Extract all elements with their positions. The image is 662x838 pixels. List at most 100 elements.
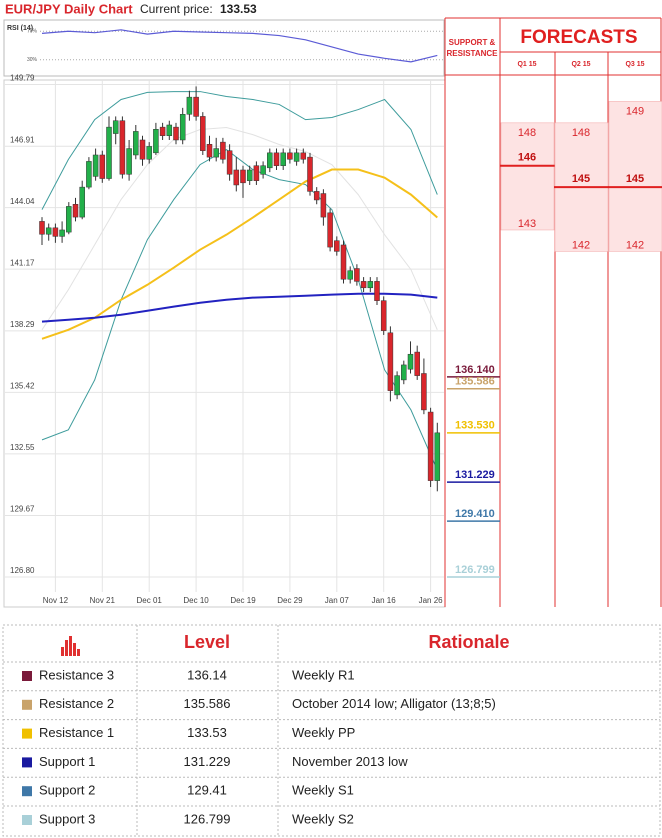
candle-body	[52, 227, 59, 237]
overlay-line	[41, 91, 438, 210]
candle-body	[79, 186, 85, 218]
level-label: 129.410	[455, 508, 495, 520]
rsi-frame	[3, 19, 445, 77]
level-name: Resistance 1	[39, 725, 114, 740]
forecast-quarter: Q2 15	[571, 61, 590, 68]
level-label: 136.140	[455, 364, 495, 376]
level-rationale: Weekly R1	[292, 667, 355, 682]
y-tick-label: 141.17	[10, 258, 35, 267]
level-label: 126.799	[455, 564, 495, 576]
candle-body	[166, 124, 173, 136]
candle-body	[293, 152, 300, 162]
candle-body	[173, 126, 179, 141]
level-swatch	[22, 671, 32, 681]
x-tick-label: Jan 26	[419, 596, 444, 605]
forecast-quarter: Q3 15	[625, 61, 644, 68]
overlay-line	[41, 149, 438, 471]
candle-body	[119, 120, 126, 175]
forecast-low: 142	[626, 239, 644, 251]
level-label: 133.530	[455, 420, 495, 432]
overlay-line	[41, 292, 438, 323]
candle-body	[240, 169, 246, 184]
candle-body	[300, 152, 307, 160]
y-tick-label: 144.04	[10, 197, 35, 206]
level-label: 135.586	[455, 376, 495, 388]
candle-body	[280, 152, 286, 166]
candle-body	[347, 270, 353, 280]
table-header: Level	[184, 632, 230, 652]
level-swatch	[22, 699, 32, 710]
table-icon	[61, 636, 80, 656]
rsi-tick-label: 30%	[27, 57, 38, 63]
x-tick-label: Nov 21	[90, 596, 116, 605]
y-tick-label: 138.29	[10, 320, 35, 329]
candle-body	[327, 212, 333, 248]
level-name: Resistance 3	[39, 667, 114, 682]
forecast-low: 143	[518, 218, 536, 230]
forecast-low: 142	[572, 239, 590, 251]
candle-body	[401, 364, 407, 381]
level-name: Resistance 2	[39, 696, 114, 711]
level-rationale: October 2014 low; Alligator (13;8;5)	[292, 696, 496, 711]
rsi-tick-label: 70%	[27, 29, 38, 35]
x-tick-label: Jan 07	[325, 596, 350, 605]
candle-body	[133, 131, 139, 156]
candle-body	[421, 373, 427, 411]
forecast-mid-label: 146	[518, 152, 536, 164]
level-value: 135.586	[184, 696, 231, 711]
candle-body	[367, 281, 374, 289]
level-swatch	[22, 786, 32, 797]
candle-body	[66, 206, 72, 233]
candle-body	[59, 229, 65, 237]
candle-body	[112, 120, 119, 134]
level-rationale: Weekly S1	[292, 783, 354, 798]
level-label: 131.229	[455, 469, 495, 481]
overlay-line	[41, 168, 438, 340]
rsi-line	[41, 29, 438, 63]
x-tick-label: Nov 12	[43, 596, 69, 605]
candle-body	[39, 221, 45, 235]
candle-body	[434, 432, 441, 481]
level-name: Support 2	[39, 783, 95, 798]
x-tick-label: Dec 10	[183, 596, 209, 605]
sr-title: RESISTANCE	[447, 49, 499, 58]
candle-body	[253, 165, 260, 181]
candle-body	[360, 281, 367, 289]
table-header: Rationale	[428, 632, 509, 652]
candle-body	[220, 141, 226, 160]
current-price: 133.53	[220, 2, 257, 16]
forecast-high: 149	[626, 105, 644, 117]
candle-body	[354, 268, 360, 282]
candle-body	[106, 126, 112, 179]
forecast-range	[500, 122, 555, 231]
level-value: 126.799	[184, 811, 231, 826]
candle-body	[126, 148, 132, 175]
candle-body	[427, 411, 434, 481]
candle-body	[287, 152, 293, 160]
table	[2, 624, 661, 837]
candle-body	[307, 156, 313, 192]
candle-body	[200, 116, 206, 151]
forecast-high: 148	[518, 127, 536, 139]
overlay-line	[41, 127, 438, 331]
rsi-label: RSI (14)	[7, 25, 33, 32]
y-tick-label: 129.67	[10, 505, 35, 514]
candle-body	[139, 139, 146, 160]
candle-body	[86, 161, 92, 188]
x-tick-label: Dec 01	[137, 596, 163, 605]
level-name: Support 3	[39, 811, 95, 826]
candle-body	[193, 96, 199, 117]
level-value: 129.41	[187, 783, 227, 798]
candle-body	[226, 150, 233, 175]
candle-body	[179, 114, 186, 141]
y-tick-label: 126.80	[10, 566, 35, 575]
candle-body	[320, 193, 327, 218]
candle-body	[206, 144, 213, 158]
candle-body	[213, 148, 219, 158]
candle-body	[273, 152, 280, 166]
candle-body	[186, 96, 193, 115]
candle-body	[340, 244, 347, 280]
level-swatch	[22, 815, 32, 825]
forecast-high: 148	[572, 127, 590, 139]
